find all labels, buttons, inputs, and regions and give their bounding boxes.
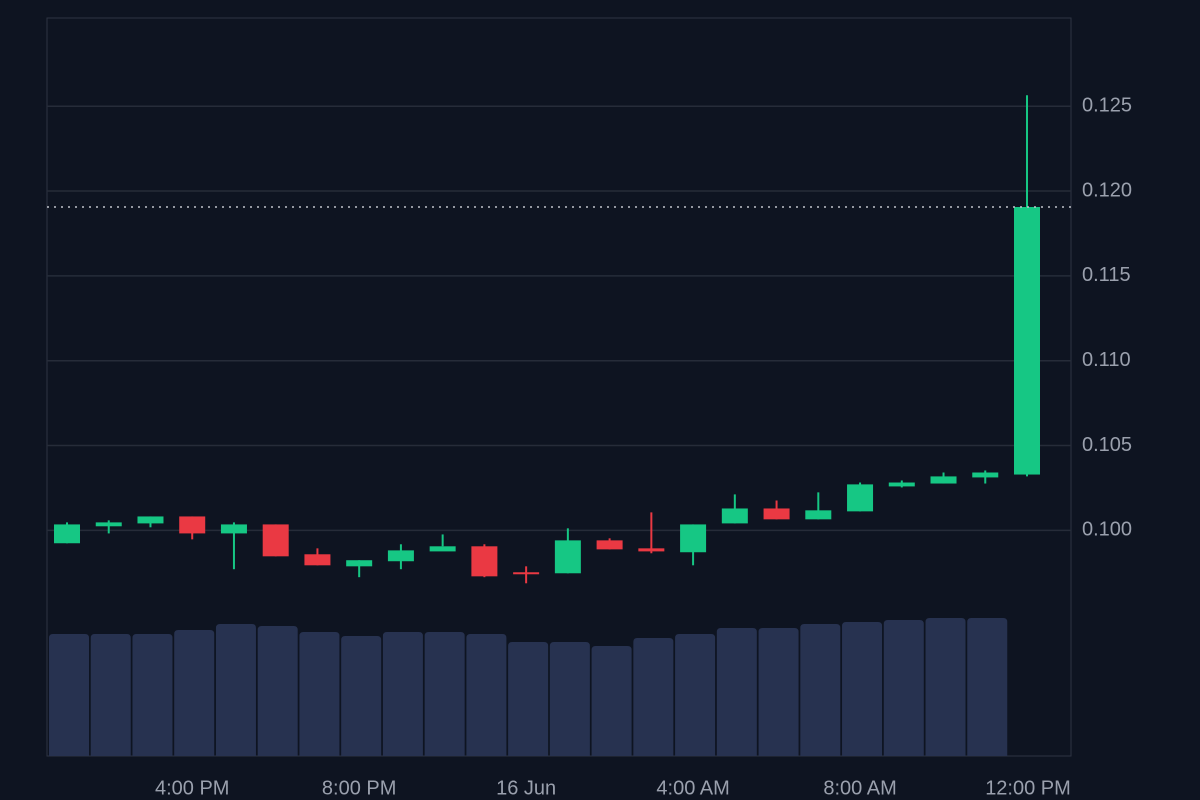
volume-bar	[842, 622, 883, 756]
volume-bar	[132, 634, 173, 756]
volume-bar	[591, 646, 632, 756]
volume-bar	[299, 632, 340, 756]
candle-body	[596, 540, 623, 550]
volume-bar	[341, 636, 382, 756]
volume-bar	[215, 624, 256, 756]
volume-bar	[508, 642, 549, 756]
candle-body	[513, 572, 540, 575]
y-tick-label: 0.125	[1082, 95, 1132, 117]
volume-bar	[925, 618, 966, 756]
candle-body	[805, 510, 832, 520]
volume-bar	[174, 630, 215, 756]
candle-body	[680, 524, 707, 553]
candle-body	[95, 522, 122, 527]
x-tick-label: 4:00 PM	[155, 777, 229, 799]
x-tick-label: 16 Jun	[496, 777, 556, 799]
candle-body	[429, 546, 456, 552]
volume-bar	[49, 634, 89, 756]
volume-bar	[758, 628, 799, 756]
candle-body	[262, 524, 289, 557]
candle-body	[179, 516, 206, 534]
volume-bar	[883, 620, 924, 756]
candle-body	[638, 548, 665, 552]
volume-bar	[967, 618, 1008, 756]
y-tick-label: 0.100	[1082, 519, 1132, 541]
candle-body	[54, 524, 80, 544]
x-tick-label: 12:00 PM	[985, 777, 1071, 799]
candle-body	[1014, 206, 1040, 475]
volume-bar	[382, 632, 423, 756]
y-tick-label: 0.115	[1082, 264, 1131, 286]
candle-body	[763, 508, 790, 520]
candle-body	[137, 516, 164, 524]
candle-body	[304, 554, 331, 566]
candle-body	[554, 540, 581, 574]
volume-bar	[716, 628, 757, 756]
volume-bar	[424, 632, 465, 756]
candle-body	[847, 484, 874, 512]
y-tick-label: 0.110	[1082, 349, 1131, 371]
x-tick-label: 8:00 AM	[823, 777, 896, 799]
y-tick-label: 0.120	[1082, 179, 1132, 201]
candle-body	[220, 524, 247, 534]
candle-body	[346, 560, 373, 567]
volume-bar	[800, 624, 841, 756]
candle-body	[721, 508, 748, 524]
candle-body	[930, 476, 957, 484]
x-tick-label: 4:00 AM	[656, 777, 729, 799]
volume-bar	[633, 638, 674, 756]
volume-bar	[466, 634, 507, 756]
candle-body	[888, 482, 915, 487]
candle-body	[471, 546, 498, 577]
x-tick-label: 8:00 PM	[322, 777, 396, 799]
candle-body	[972, 472, 999, 478]
volume-bar	[675, 634, 716, 756]
candle-body	[387, 550, 414, 562]
volume-bar	[549, 642, 590, 756]
y-tick-label: 0.105	[1082, 434, 1132, 456]
volume-bar	[90, 634, 131, 756]
volume-bar	[257, 626, 298, 756]
